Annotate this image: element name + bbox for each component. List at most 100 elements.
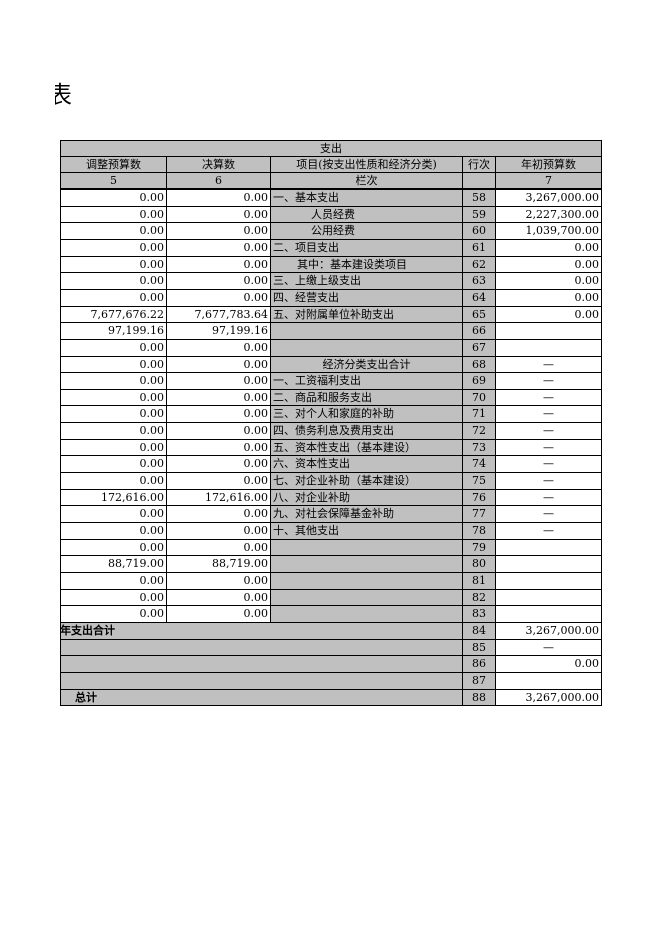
- adjusted-budget: 0.00: [60, 389, 167, 406]
- item: 二、项目支出: [270, 239, 463, 257]
- line-no: 74: [462, 455, 496, 473]
- line-no: 63: [462, 272, 496, 290]
- initial-budget: [495, 539, 602, 556]
- line-no: 82: [462, 589, 496, 606]
- final-account: 0.00: [166, 389, 271, 406]
- adjusted-budget: 0.00: [60, 289, 167, 307]
- final-account: 0.00: [166, 539, 271, 556]
- adjusted-budget: 0.00: [60, 222, 167, 240]
- final-account: 0.00: [166, 339, 271, 357]
- line-no: 60: [462, 222, 496, 240]
- initial-budget: 3,267,000.00: [495, 689, 602, 706]
- initial-budget: —: [495, 472, 602, 490]
- adjusted-budget: 0.00: [60, 505, 167, 523]
- initial-budget: 0.00: [495, 256, 602, 273]
- final-account: 172,616.00: [166, 489, 271, 506]
- initial-budget: 0.00: [495, 655, 602, 673]
- initial-budget: 0.00: [495, 306, 602, 323]
- final-account: 0.00: [166, 372, 271, 390]
- summary-label: 总计: [60, 689, 463, 706]
- item: [270, 339, 463, 357]
- line-no: 65: [462, 306, 496, 323]
- summary-label: [60, 672, 463, 690]
- line-no: 78: [462, 522, 496, 540]
- item: [270, 539, 463, 556]
- item: 七、对企业补助（基本建设）: [270, 472, 463, 490]
- initial-budget: [495, 672, 602, 690]
- initial-budget: —: [495, 422, 602, 440]
- item: 六、资本性支出: [270, 455, 463, 473]
- adjusted-budget: 0.00: [60, 272, 167, 290]
- final-account: 0.00: [166, 239, 271, 257]
- final-account: 0.00: [166, 289, 271, 307]
- item: 五、资本性支出（基本建设）: [270, 439, 463, 456]
- line-no: 79: [462, 539, 496, 556]
- line-no: 88: [462, 689, 496, 706]
- column-header: 项目(按支出性质和经济分类): [270, 156, 463, 173]
- column-header: 决算数: [166, 156, 271, 173]
- line-no: 68: [462, 356, 496, 373]
- column-number: 6: [166, 172, 271, 189]
- item: 十、其他支出: [270, 522, 463, 540]
- initial-budget: 0.00: [495, 272, 602, 290]
- initial-budget: [495, 339, 602, 357]
- header-group: 支出: [60, 140, 602, 157]
- final-account: 0.00: [166, 505, 271, 523]
- final-account: 0.00: [166, 422, 271, 440]
- adjusted-budget: 0.00: [60, 356, 167, 373]
- adjusted-budget: 0.00: [60, 372, 167, 390]
- initial-budget: —: [495, 489, 602, 506]
- item: 人员经费: [270, 206, 463, 223]
- title-box: 表: [55, 80, 72, 110]
- summary-label: [60, 655, 463, 673]
- initial-budget: 2,227,300.00: [495, 206, 602, 223]
- line-no: 59: [462, 206, 496, 223]
- adjusted-budget: 0.00: [60, 472, 167, 490]
- item: 八、对企业补助: [270, 489, 463, 506]
- item: 公用经费: [270, 222, 463, 240]
- line-no: 69: [462, 372, 496, 390]
- line-no: 87: [462, 672, 496, 690]
- adjusted-budget: 0.00: [60, 539, 167, 556]
- column-header: 行次: [462, 156, 496, 173]
- adjusted-budget: 0.00: [60, 422, 167, 440]
- line-no: 84: [462, 622, 496, 640]
- final-account: 0.00: [166, 256, 271, 273]
- final-account: 0.00: [166, 605, 271, 623]
- adjusted-budget: 0.00: [60, 339, 167, 357]
- initial-budget: 0.00: [495, 289, 602, 307]
- line-no: 64: [462, 289, 496, 307]
- item: [270, 322, 463, 340]
- line-no: 81: [462, 572, 496, 590]
- initial-budget: —: [495, 389, 602, 406]
- item: [270, 589, 463, 606]
- line-no: 83: [462, 605, 496, 623]
- final-account: 0.00: [166, 206, 271, 223]
- column-header: 调整预算数: [60, 156, 167, 173]
- initial-budget: 1,039,700.00: [495, 222, 602, 240]
- final-account: 0.00: [166, 189, 271, 207]
- adjusted-budget: 0.00: [60, 189, 167, 207]
- line-no: 66: [462, 322, 496, 340]
- column-header: 年初预算数: [495, 156, 602, 173]
- adjusted-budget: 172,616.00: [60, 489, 167, 506]
- initial-budget: [495, 322, 602, 340]
- final-account: 0.00: [166, 472, 271, 490]
- line-no: 61: [462, 239, 496, 257]
- adjusted-budget: 0.00: [60, 455, 167, 473]
- item: 五、对附属单位补助支出: [270, 306, 463, 323]
- column-number: 5: [60, 172, 167, 189]
- line-no: 58: [462, 189, 496, 207]
- column-number: 7: [495, 172, 602, 189]
- initial-budget: —: [495, 372, 602, 390]
- adjusted-budget: 0.00: [60, 239, 167, 257]
- line-no: 70: [462, 389, 496, 406]
- final-account: 0.00: [166, 455, 271, 473]
- adjusted-budget: 0.00: [60, 206, 167, 223]
- initial-budget: —: [495, 639, 602, 656]
- item: [270, 572, 463, 590]
- final-account: 0.00: [166, 589, 271, 606]
- initial-budget: [495, 572, 602, 590]
- final-account: 0.00: [166, 272, 271, 290]
- final-account: 7,677,783.64: [166, 306, 271, 323]
